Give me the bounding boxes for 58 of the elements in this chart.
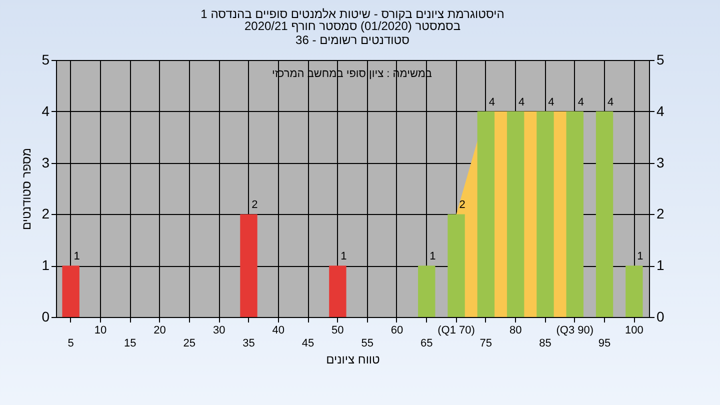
y2-tick-label: 2 — [656, 206, 664, 222]
x-tick-label: 5 — [68, 338, 74, 350]
x-tick-label: 15 — [124, 338, 136, 350]
x-tick-label: 55 — [361, 338, 374, 350]
bar — [477, 111, 495, 317]
bar — [596, 111, 614, 317]
bar — [329, 266, 346, 317]
data-label: 4 — [607, 96, 614, 108]
x-tick-label: 65 — [420, 338, 433, 350]
bar — [62, 266, 80, 317]
y-tick-label: 4 — [42, 102, 50, 119]
bar — [536, 111, 554, 317]
data-label: 4 — [578, 96, 584, 108]
x-tick-label: 75 — [480, 338, 492, 350]
bar — [566, 111, 584, 317]
x-tick-label: 85 — [539, 338, 552, 350]
x-tick-label: 45 — [302, 338, 314, 350]
x-tick-label: 25 — [183, 338, 196, 350]
x-tick-label: 95 — [598, 338, 611, 350]
x-tick-label: 35 — [242, 338, 255, 350]
y-tick-label: 0 — [42, 308, 50, 324]
bar — [506, 111, 524, 317]
data-label: 4 — [488, 96, 495, 108]
y2-tick-label: 0 — [656, 308, 664, 324]
y-axis-title: מספר סטודנטים — [20, 148, 34, 230]
bar — [626, 266, 643, 317]
chart-subtitle: בסמסטר (01/2020) סמסטר חורף 2020/21 סטודנטים רשומים - 36 — [244, 19, 461, 47]
x-tick-label: (Q1 70) — [438, 324, 475, 336]
x-tick-label: 30 — [212, 324, 226, 336]
y2-tick-label: 5 — [656, 52, 664, 68]
y2-tick-label: 4 — [656, 102, 664, 119]
bar — [240, 214, 258, 317]
x-tick-label: 80 — [509, 324, 522, 336]
data-label: 4 — [548, 96, 554, 108]
bar — [418, 266, 436, 317]
data-label: 4 — [518, 96, 525, 108]
chart-title: היסטוגרמת ציונים בקורס - שיטות אלמנטים סופיים בהנדסה 1 — [200, 7, 504, 21]
data-label: 1 — [637, 250, 644, 263]
x-axis-title: טווח ציונים — [326, 352, 380, 366]
data-label: 2 — [459, 199, 466, 212]
y-tick-label: 1 — [42, 257, 50, 274]
data-label: 1 — [340, 250, 347, 263]
x-tick-label: 60 — [390, 324, 404, 336]
data-label: 1 — [430, 250, 436, 263]
data-label: 1 — [74, 250, 80, 263]
x-tick-label: 50 — [332, 324, 344, 336]
x-tick-label: 40 — [272, 324, 284, 336]
x-tick-label: (Q3 90) — [556, 324, 594, 336]
y2-tick-label: 3 — [656, 154, 664, 170]
data-label: 2 — [252, 199, 258, 212]
y-tick-label: 2 — [42, 206, 50, 222]
x-tick-label: 10 — [94, 324, 107, 336]
y2-tick-label: 1 — [656, 257, 664, 274]
bar — [448, 214, 465, 317]
x-tick-label: 100 — [624, 324, 644, 336]
y-tick-label: 3 — [42, 154, 50, 170]
x-tick-label: 20 — [154, 324, 166, 336]
y-tick-label: 5 — [42, 52, 50, 68]
